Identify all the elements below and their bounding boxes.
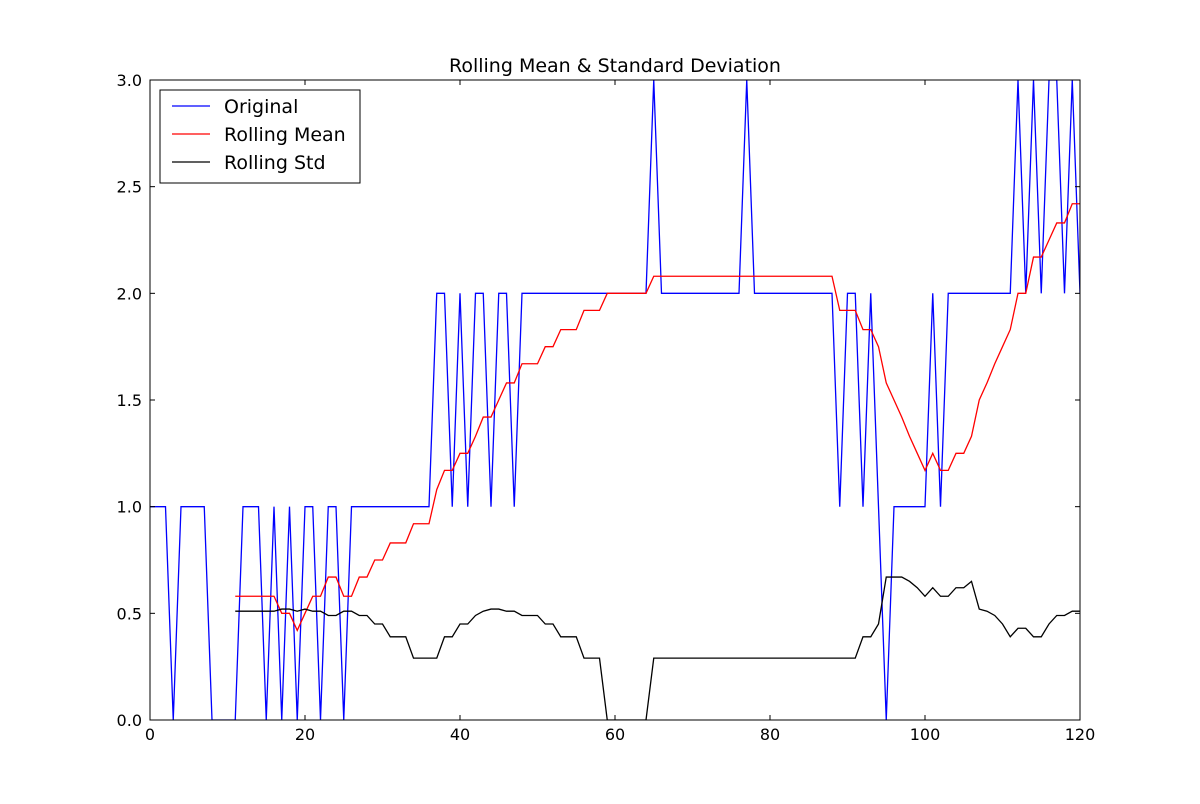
series-group [150, 80, 1080, 720]
chart-title: Rolling Mean & Standard Deviation [449, 55, 781, 77]
x-tick-label: 40 [450, 725, 470, 744]
x-tick-label: 60 [605, 725, 625, 744]
series-line-rolling-mean [235, 203, 1080, 632]
plot-area: 0 20 40 60 80 100 120 0.0 0.5 1.0 1.5 2.0 2.5 3.0 [117, 71, 1096, 744]
y-tick-label: 0.0 [117, 711, 142, 730]
y-tick-label: 2.5 [117, 178, 142, 197]
y-tick-label: 1.0 [117, 498, 142, 517]
x-tick-label: 20 [295, 725, 315, 744]
legend-label: Rolling Std [224, 152, 326, 174]
y-tick-label: 3.0 [117, 71, 142, 90]
legend-label: Rolling Mean [224, 124, 346, 146]
y-tick-label: 2.0 [117, 284, 142, 303]
x-tick-label: 120 [1065, 725, 1096, 744]
x-tick-label: 0 [145, 725, 155, 744]
y-tick-label: 1.5 [117, 391, 142, 410]
series-line-rolling-std [235, 576, 1080, 720]
legend-label: Original [224, 96, 298, 118]
legend: Original Rolling Mean Rolling Std [159, 89, 361, 184]
x-tick-label: 80 [760, 725, 780, 744]
x-tick-label: 100 [910, 725, 941, 744]
y-tick-label: 0.5 [117, 604, 142, 623]
